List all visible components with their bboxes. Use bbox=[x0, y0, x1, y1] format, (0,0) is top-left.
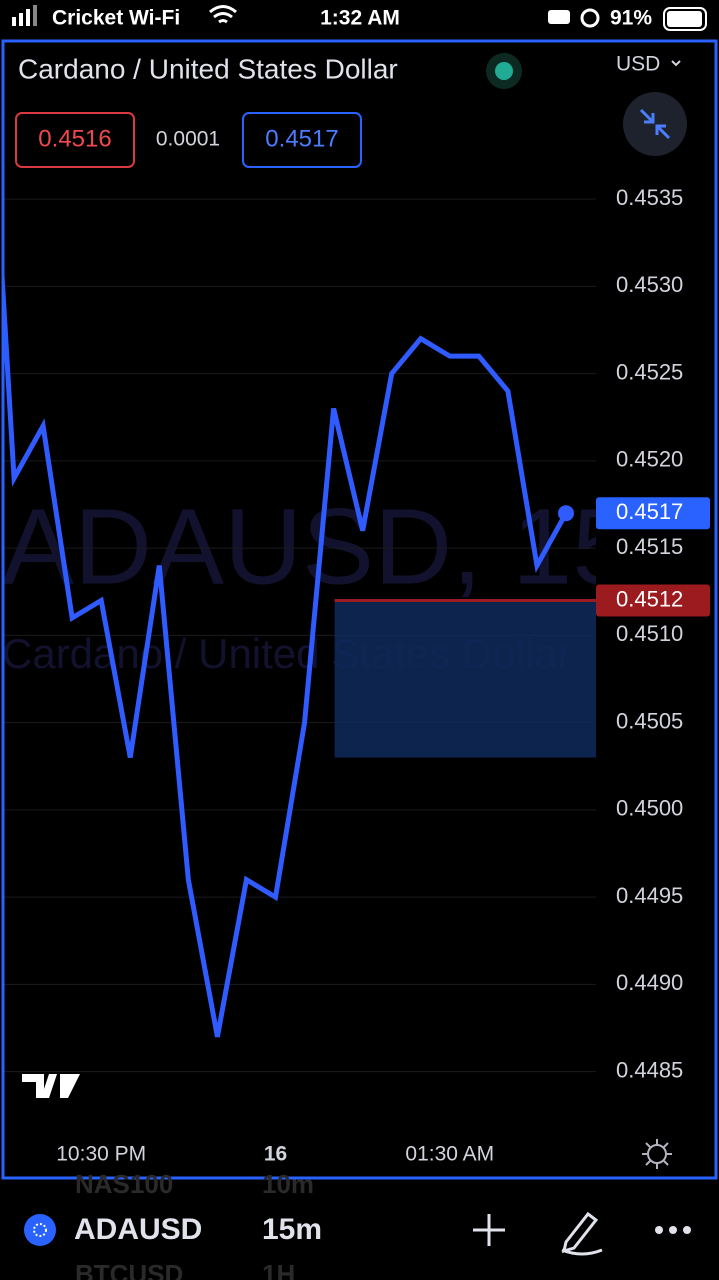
draw-button[interactable] bbox=[561, 1211, 603, 1256]
interval-behind: 10m bbox=[262, 1169, 314, 1199]
symbol-behind: NAS100 bbox=[75, 1169, 173, 1199]
y-tick-label: 0.4515 bbox=[616, 534, 683, 559]
spread: 0.0001 bbox=[156, 128, 220, 151]
x-tick-label: 10:30 PM bbox=[56, 1143, 146, 1166]
interval-behind: 1H bbox=[262, 1259, 295, 1280]
y-tick-label: 0.4485 bbox=[616, 1057, 683, 1082]
settings-icon[interactable] bbox=[642, 1139, 672, 1169]
x-tick-label: 01:30 AM bbox=[405, 1143, 494, 1166]
battery-level: 91% bbox=[610, 7, 652, 30]
chart-frame bbox=[1, 39, 718, 1180]
y-tick-label: 0.4510 bbox=[616, 621, 683, 646]
y-tick-label: 0.4535 bbox=[616, 185, 683, 210]
ask-price[interactable]: 0.4517 bbox=[265, 125, 338, 152]
price-line bbox=[4, 267, 569, 1038]
price-label: 0.4512 bbox=[616, 586, 683, 611]
bid-price[interactable]: 0.4516 bbox=[38, 125, 111, 152]
more-button[interactable] bbox=[655, 1226, 691, 1234]
y-tick-label: 0.4505 bbox=[616, 708, 683, 733]
toolbar-symbol[interactable]: ADAUSD bbox=[74, 1213, 202, 1246]
logo bbox=[22, 1074, 80, 1098]
watermark-symbol: ADAUSD, 15 bbox=[2, 486, 632, 607]
x-tick-label: 16 bbox=[264, 1143, 287, 1166]
symbol-behind: BTCUSD bbox=[75, 1259, 183, 1280]
price-label-box bbox=[596, 584, 710, 617]
y-tick-label: 0.4530 bbox=[616, 272, 683, 297]
toolbar-interval[interactable]: 15m bbox=[262, 1213, 322, 1246]
add-button[interactable] bbox=[473, 1214, 505, 1246]
status-bar: Cricket Wi-Fi 1:32 AM 91% bbox=[12, 5, 707, 31]
currency[interactable]: USD bbox=[616, 53, 660, 76]
y-tick-label: 0.4490 bbox=[616, 970, 683, 995]
collapse-button[interactable] bbox=[623, 92, 687, 156]
clock: 1:32 AM bbox=[320, 7, 400, 30]
position-zone bbox=[334, 600, 596, 758]
y-tick-label: 0.4520 bbox=[616, 447, 683, 472]
y-tick-label: 0.4495 bbox=[616, 883, 683, 908]
y-tick-label: 0.4500 bbox=[616, 796, 683, 821]
carrier: Cricket Wi-Fi bbox=[52, 7, 180, 30]
buy-button[interactable] bbox=[242, 112, 362, 168]
y-tick-label: 0.4525 bbox=[616, 359, 683, 384]
price-label: 0.4517 bbox=[616, 499, 683, 524]
coin-icon bbox=[24, 1214, 56, 1246]
last-point bbox=[558, 505, 574, 522]
price-label-box bbox=[596, 497, 710, 530]
symbol-title: Cardano / United States Dollar bbox=[18, 53, 398, 84]
sell-button[interactable] bbox=[15, 112, 135, 168]
